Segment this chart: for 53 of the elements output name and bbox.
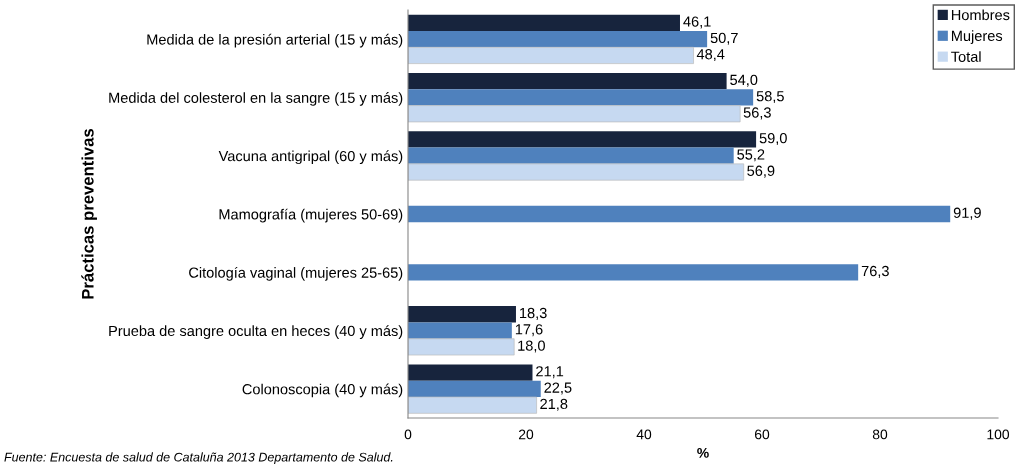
bar	[408, 89, 754, 106]
x-tick-label: 100	[987, 429, 1010, 440]
data-label: 18,3	[520, 307, 547, 320]
legend-label: Hombres	[951, 9, 1010, 21]
data-label: 48,4	[696, 49, 725, 62]
data-label: 56,3	[743, 107, 771, 120]
x-tick-label: 80	[872, 429, 888, 440]
bar	[408, 14, 680, 31]
bar	[408, 147, 734, 164]
data-label: 76,3	[861, 265, 889, 278]
y-tick-label: Prueba de sangre oculta en heces (40 y más)	[109, 325, 403, 339]
source-note: Fuente: Encuesta de salud de Cataluña 2013 Departamento de Salud.	[4, 452, 393, 464]
bar	[408, 205, 951, 223]
bar	[408, 322, 512, 339]
bar	[408, 46, 694, 64]
data-label: 55,2	[737, 149, 765, 162]
data-label: 21,8	[540, 398, 568, 411]
bar	[408, 30, 708, 48]
bar	[408, 131, 757, 148]
y-tick-label: Vacuna antigripal (60 y más)	[218, 150, 403, 165]
x-tick-label: 20	[518, 429, 534, 440]
bar	[408, 306, 516, 323]
x-axis-title: %	[697, 448, 709, 458]
y-axis-title: Prácticas preventivas	[81, 128, 97, 299]
x-tick-label: 0	[404, 429, 412, 440]
data-label: 22,5	[544, 382, 572, 395]
data-label: 54,0	[730, 74, 758, 87]
bar	[408, 264, 859, 281]
data-label: 56,9	[747, 165, 775, 178]
y-tick-label: Mamografía (mujeres 50-69)	[219, 208, 403, 223]
y-tick-label: Citología vaginal (mujeres 25-65)	[189, 266, 403, 281]
data-label: 50,7	[710, 32, 738, 45]
bar	[408, 163, 745, 181]
bar	[408, 105, 741, 123]
y-tick-label: Medida del colesterol en la sangre (15 y más)	[109, 92, 403, 106]
data-label: 21,1	[536, 366, 564, 379]
legend-label: Total	[951, 51, 981, 62]
x-tick-label: 60	[754, 429, 770, 440]
x-tick-label: 40	[636, 429, 652, 440]
bar	[408, 396, 537, 414]
data-label: 17,6	[515, 324, 543, 337]
data-label: 46,1	[683, 16, 711, 29]
bar	[408, 380, 541, 398]
y-tick-label: Colonoscopia (40 y más)	[242, 383, 403, 398]
bar	[408, 364, 533, 381]
data-label: 58,5	[756, 91, 784, 104]
legend-label: Mujeres	[951, 30, 1003, 44]
bar	[408, 72, 727, 90]
data-label: 91,9	[953, 207, 981, 220]
bar	[408, 338, 515, 356]
data-label: 59,0	[759, 132, 787, 146]
y-tick-label: Medida de la presión arterial (15 y más)	[147, 33, 403, 48]
data-label: 18,0	[518, 340, 545, 353]
